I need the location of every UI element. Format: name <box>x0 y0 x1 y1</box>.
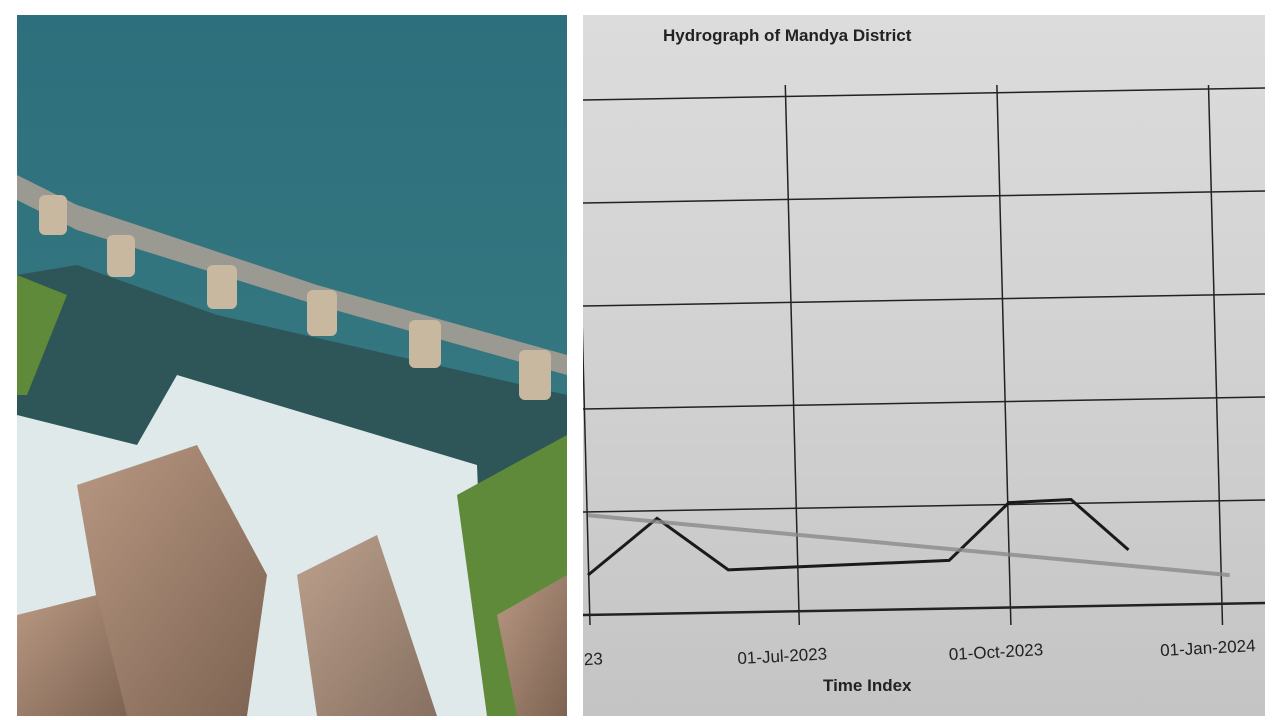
gridline-v <box>583 326 591 626</box>
x-axis-label: Time Index <box>823 676 912 695</box>
gridline-v <box>996 84 1012 626</box>
x-axis-line <box>583 601 1265 617</box>
gridline-h <box>583 190 1265 204</box>
gridline-h <box>583 499 1265 513</box>
x-tick-label: 01-Jul-2023 <box>737 644 828 668</box>
hydrograph-chart: Hydrograph of Mandya District 01-Apr-202… <box>583 15 1265 716</box>
trend-line <box>587 513 1230 578</box>
gridline-h <box>583 396 1265 410</box>
gridline-h <box>583 293 1265 307</box>
chart-svg: Hydrograph of Mandya District 01-Apr-202… <box>583 26 1265 695</box>
x-tick-label: 01-Jan-2024 <box>1160 636 1256 660</box>
hydrograph-line <box>587 497 1130 577</box>
x-tick-label: 01-Oct-2023 <box>948 640 1043 664</box>
dam-photo <box>17 15 567 716</box>
gridline-v <box>784 84 801 626</box>
x-tick-label: 01-Apr-2023 <box>583 649 603 673</box>
gridline-v <box>1207 84 1224 626</box>
chart-title: Hydrograph of Mandya District <box>663 26 912 45</box>
gridline-h <box>583 87 1265 101</box>
